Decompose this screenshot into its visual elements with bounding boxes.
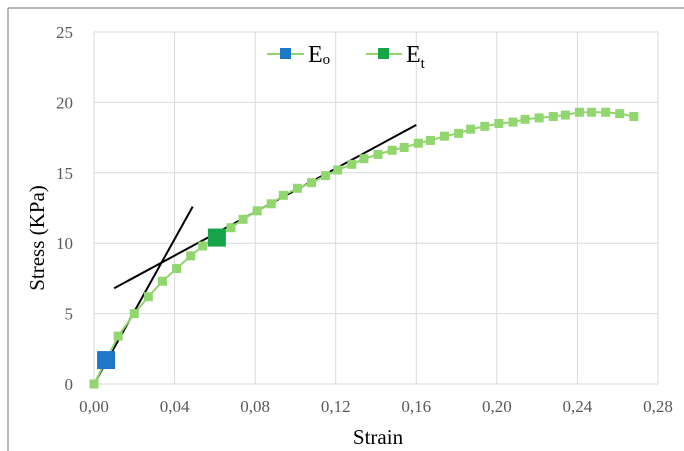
- legend-marker-e0: [280, 48, 291, 59]
- curve-point: [387, 145, 397, 155]
- curve-point: [601, 107, 611, 117]
- x-tick-label: 0,12: [321, 397, 351, 416]
- legend-item-e0: Eo: [267, 42, 330, 68]
- legend-label-et: Et: [406, 42, 426, 72]
- curve-point: [238, 214, 248, 224]
- curve-point: [292, 183, 302, 193]
- y-tick-label: 20: [56, 93, 73, 112]
- y-axis-title: Stress (KPa): [25, 185, 49, 291]
- x-tick-label: 0,20: [482, 397, 512, 416]
- curve-point: [373, 149, 383, 159]
- curve-point: [186, 251, 196, 261]
- curve-point: [307, 178, 317, 188]
- curve-point: [587, 107, 597, 117]
- legend-marker-et: [378, 48, 389, 59]
- highlight-markers: [97, 228, 226, 370]
- y-tick-label: 25: [56, 23, 73, 42]
- curve-point: [494, 119, 504, 129]
- curve-point: [520, 114, 530, 124]
- legend: Eo Et: [267, 42, 426, 72]
- x-tick-label: 0,28: [643, 397, 673, 416]
- curve-point: [198, 241, 208, 251]
- legend-label-e0: Eo: [308, 42, 330, 68]
- curve-point: [113, 331, 123, 341]
- x-axis-title: Strain: [353, 425, 404, 449]
- curve-point: [129, 309, 139, 319]
- curve-point: [359, 154, 369, 164]
- curve-point: [266, 199, 276, 209]
- curve-point: [89, 379, 99, 389]
- y-tick-label: 0: [65, 375, 74, 394]
- curve-point: [333, 165, 343, 175]
- legend-item-et: Et: [366, 42, 426, 72]
- curve-point: [615, 109, 625, 119]
- curve-point: [439, 131, 449, 141]
- curve-line: [93, 111, 635, 385]
- marker-et: [207, 228, 226, 247]
- marker-e0: [97, 351, 116, 370]
- curve-point: [252, 206, 262, 216]
- y-tick-label: 15: [56, 164, 73, 183]
- x-tick-label: 0,08: [240, 397, 270, 416]
- curve-point: [534, 113, 544, 123]
- y-tick-label: 10: [56, 234, 73, 253]
- x-tick-label: 0,00: [79, 397, 109, 416]
- curve-point: [413, 138, 423, 148]
- curve-point: [425, 135, 435, 145]
- curve-point: [278, 190, 288, 200]
- curve-point: [466, 124, 476, 134]
- x-tick-label: 0,04: [160, 397, 190, 416]
- curve-point: [548, 111, 558, 121]
- curve-point: [347, 159, 357, 169]
- curve-point: [172, 264, 182, 274]
- tick-labels: 0,00 0,04 0,08 0,12 0,16 0,20 0,24 0,28 0 5 10 15 20…: [56, 23, 673, 416]
- curve-point: [399, 142, 409, 152]
- curve-point: [226, 223, 236, 233]
- curve-point: [480, 121, 490, 131]
- x-tick-label: 0,24: [563, 397, 593, 416]
- curve-point: [629, 111, 639, 121]
- y-tick-label: 5: [65, 305, 74, 324]
- curve-point: [321, 171, 331, 181]
- grid: [93, 31, 659, 385]
- stress-strain-curve: [89, 107, 639, 389]
- curve-point: [574, 107, 584, 117]
- x-tick-label: 0,16: [401, 397, 431, 416]
- curve-point: [157, 276, 167, 286]
- curve-point: [560, 110, 570, 120]
- curve-point: [143, 292, 153, 302]
- curve-point: [508, 117, 518, 127]
- curve-point: [454, 128, 464, 138]
